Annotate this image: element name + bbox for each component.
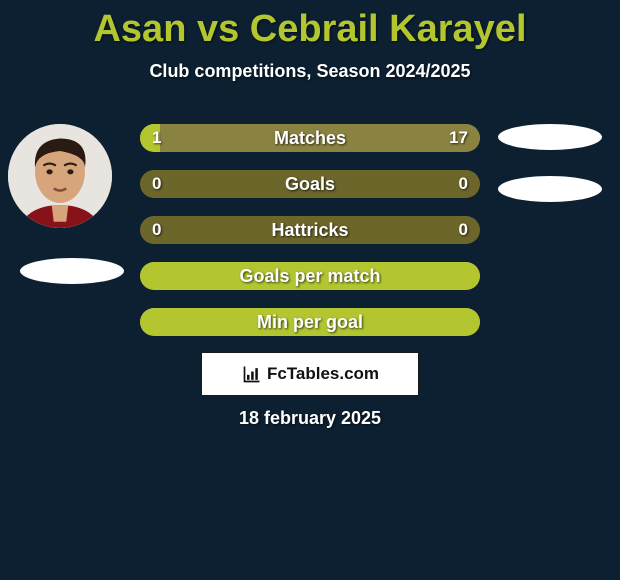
stat-bar-value-right: 0 (459, 170, 468, 198)
page-title: Asan vs Cebrail Karayel (0, 0, 620, 51)
stat-bar: Matches1 17 (140, 124, 480, 152)
stat-bar: Goals0 0 (140, 170, 480, 198)
stat-bar-value-right: 17 (449, 124, 468, 152)
subtitle: Club competitions, Season 2024/2025 (0, 61, 620, 82)
stat-bar-label: Min per goal (140, 308, 480, 336)
stat-bar: Min per goal (140, 308, 480, 336)
player-left-avatar (8, 124, 112, 228)
stat-bar-label: Goals (140, 170, 480, 198)
stat-bar: Goals per match (140, 262, 480, 290)
stat-bar-label: Matches (140, 124, 480, 152)
stat-bar-value-left: 0 (152, 170, 161, 198)
stat-bar-value-left: 1 (152, 124, 161, 152)
footer-date: 18 february 2025 (0, 408, 620, 429)
player-right-avatar (498, 124, 602, 150)
stat-bar-label: Goals per match (140, 262, 480, 290)
stat-bar: Hattricks0 0 (140, 216, 480, 244)
club-badge-right (498, 176, 602, 202)
stat-bar-value-left: 0 (152, 216, 161, 244)
stat-bar-value-right: 0 (459, 216, 468, 244)
stat-bar-label: Hattricks (140, 216, 480, 244)
club-badge-left (20, 258, 124, 284)
brand-text: FcTables.com (267, 364, 379, 384)
brand-box: FcTables.com (201, 352, 419, 396)
bar-chart-icon (241, 364, 263, 384)
stats-panel: Matches117Goals00Hattricks00Goals per ma… (140, 124, 480, 354)
face-icon (8, 124, 112, 228)
